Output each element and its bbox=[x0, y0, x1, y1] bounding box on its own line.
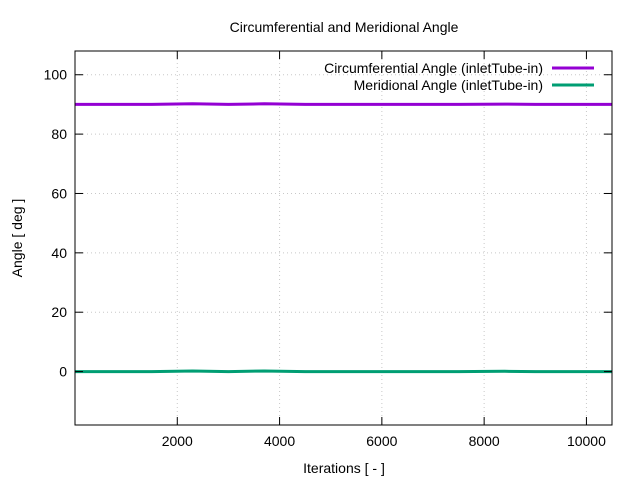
axis-ticks bbox=[75, 51, 612, 425]
legend: Circumferential Angle (inletTube-in)Meri… bbox=[324, 60, 594, 93]
y-axis-label: Angle [ deg ] bbox=[9, 199, 25, 278]
x-tick-label: 6000 bbox=[366, 433, 397, 449]
y-tick-label: 100 bbox=[44, 67, 68, 83]
series-line-2 bbox=[75, 369, 612, 374]
grid bbox=[75, 51, 612, 425]
y-tick-label: 20 bbox=[51, 304, 67, 320]
series-line-1 bbox=[75, 102, 612, 106]
x-tick-label: 10000 bbox=[567, 433, 606, 449]
legend-label-1: Circumferential Angle (inletTube-in) bbox=[324, 60, 543, 76]
x-tick-label: 4000 bbox=[264, 433, 295, 449]
y-tick-label: 40 bbox=[51, 245, 67, 261]
y-tick-label: 80 bbox=[51, 126, 67, 142]
tick-labels: 0 20 40 60 80 100 2000 4000 6000 8000 10000 bbox=[44, 67, 606, 449]
series-lines bbox=[75, 102, 612, 374]
chart-title: Circumferential and Meridional Angle bbox=[230, 19, 459, 35]
y-tick-label: 0 bbox=[59, 364, 67, 380]
x-tick-label: 8000 bbox=[469, 433, 500, 449]
x-axis-label: Iterations [ - ] bbox=[303, 460, 385, 476]
legend-label-2: Meridional Angle (inletTube-in) bbox=[354, 77, 543, 93]
x-tick-label: 2000 bbox=[162, 433, 193, 449]
y-tick-label: 60 bbox=[51, 185, 67, 201]
plot-frame bbox=[74, 50, 613, 426]
